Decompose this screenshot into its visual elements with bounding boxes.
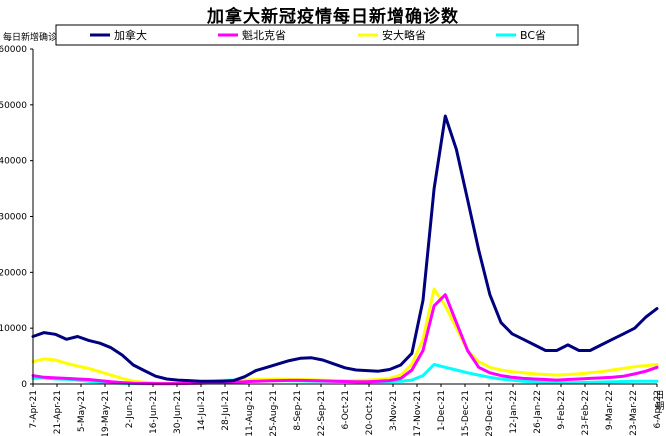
x-tick-label: 11-Aug-21 <box>245 390 255 436</box>
legend-label: 加拿大 <box>114 28 147 42</box>
x-tick-label: 12-Jan-22 <box>509 390 519 434</box>
y-tick-label: 50000 <box>0 101 27 111</box>
x-tick-label: 25-Aug-21 <box>269 390 279 436</box>
x-tick-label: 17-Nov-21 <box>413 390 423 436</box>
x-tick-label: 22-Sep-21 <box>317 390 327 436</box>
x-tick-label: 15-Dec-21 <box>461 390 471 436</box>
x-tick-label: 16-Jun-21 <box>149 390 159 434</box>
x-tick-label: 1-Dec-21 <box>437 390 447 431</box>
x-tick-label: 2-Jun-21 <box>125 390 135 428</box>
x-tick-label: 23-Feb-22 <box>581 390 591 435</box>
x-tick-label: 5-May-21 <box>77 390 87 432</box>
legend: 加拿大 魁北克省 安大略省 BC省 <box>55 24 579 46</box>
x-tick-label: 23-Mar-22 <box>629 390 639 436</box>
x-tick-label: 7-Apr-21 <box>29 390 39 428</box>
y-tick-label: 20000 <box>0 268 27 278</box>
legend-label: 魁北克省 <box>242 28 286 42</box>
x-tick-label: 8-Sep-21 <box>293 390 303 431</box>
axes: 0 10000 20000 30000 40000 50000 60000 每日新增确诊 7-A… <box>0 31 665 436</box>
y-tick-label: 30000 <box>0 213 27 223</box>
legend-label: BC省 <box>520 29 546 42</box>
x-tick-label: 26-Jan-22 <box>533 390 543 434</box>
y-tick-label: 40000 <box>0 157 27 167</box>
x-tick-label: 19-May-21 <box>101 390 111 436</box>
series-line-0 <box>31 114 659 383</box>
x-tick-label: 21-Apr-21 <box>53 390 63 434</box>
legend-box <box>55 24 579 46</box>
x-tick-label: 6-Oct-21 <box>341 390 351 430</box>
y-tick-label: 0 <box>21 380 27 390</box>
legend-label: 安大略省 <box>382 28 426 42</box>
y-axis-title: 每日新增确诊 <box>3 31 57 43</box>
x-axis-title: 日期 <box>655 390 664 412</box>
chart-title: 加拿大新冠疫情每日新增确诊数 <box>207 7 459 27</box>
x-tick-label: 9-Feb-22 <box>557 390 567 430</box>
plot-area <box>33 49 657 384</box>
x-tick-label: 9-Mar-22 <box>605 390 615 430</box>
x-tick-label: 29-Dec-21 <box>485 390 495 436</box>
y-tick-label: 10000 <box>0 324 27 334</box>
x-tick-label: 14-Jul-21 <box>197 390 207 431</box>
x-tick-label: 20-Oct-21 <box>365 390 375 435</box>
x-tick-label: 28-Jul-21 <box>221 390 231 431</box>
y-tick-label: 60000 <box>0 45 27 55</box>
series-line-1 <box>31 293 659 386</box>
x-tick-label: 30-Jun-21 <box>173 390 183 434</box>
x-tick-label: 6-Apr-22 <box>653 390 663 428</box>
x-tick-label: 3-Nov-21 <box>389 390 399 431</box>
plot-background <box>33 49 657 384</box>
